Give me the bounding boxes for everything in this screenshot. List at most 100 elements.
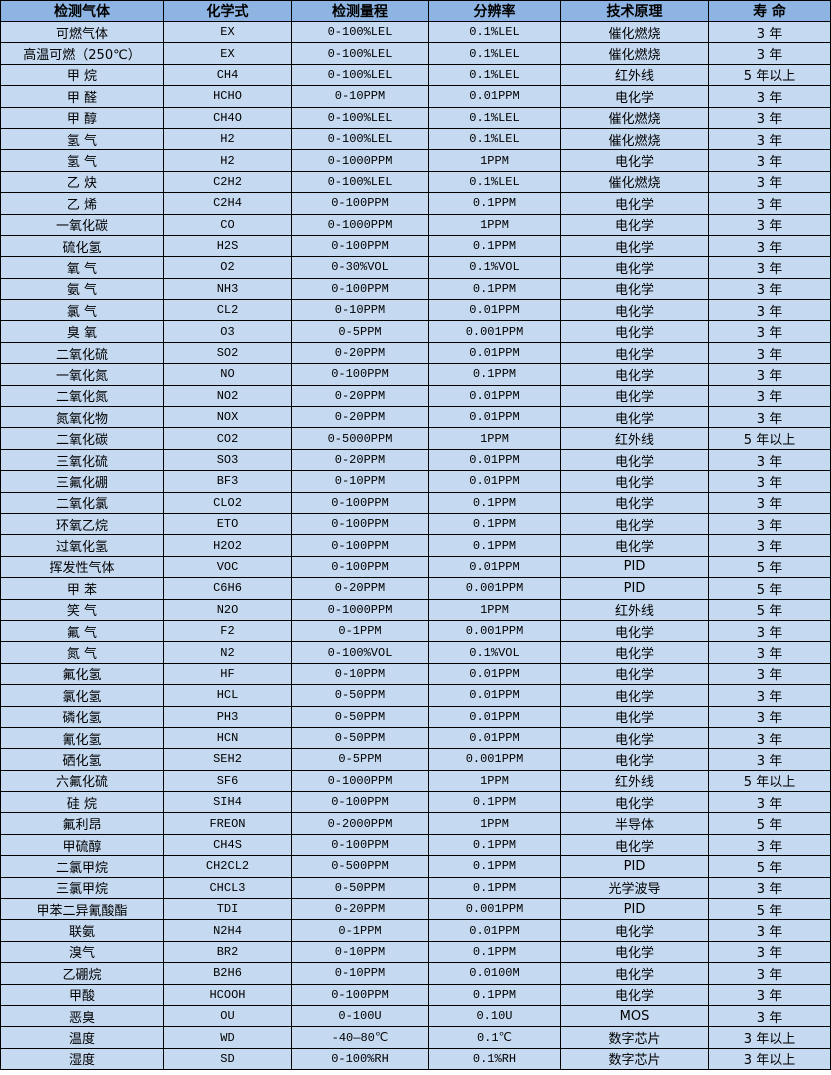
formula-cell: SD — [163, 1047, 292, 1071]
principle-cell: 电化学 — [560, 512, 709, 536]
principle-cell: 电化学 — [560, 726, 709, 750]
lifespan-cell: 5 年以上 — [708, 769, 831, 793]
principle-cell: PID — [560, 555, 709, 579]
principle-cell: 电化学 — [560, 940, 709, 964]
gas-cell: 甲苯二异氰酸酯 — [0, 898, 164, 921]
range-cell: 0-100PPM — [291, 534, 429, 557]
range-cell: 0-50PPM — [291, 726, 429, 750]
lifespan-cell: 5 年 — [708, 577, 831, 600]
range-cell: 0-10PPM — [291, 85, 429, 108]
lifespan-cell: 3 年 — [708, 726, 831, 750]
lifespan-cell: 3 年 — [708, 919, 831, 942]
resolution-cell: 0.001PPM — [428, 577, 561, 600]
formula-cell: NOX — [163, 406, 292, 429]
principle-cell: 电化学 — [560, 320, 709, 343]
range-cell: 0-1000PPM — [291, 598, 429, 621]
table-row: 甲 醛 HCHO 0-10PPM 0.01PPM 电化学 3 年 — [0, 85, 831, 108]
principle-cell: PID — [560, 898, 709, 921]
resolution-cell: 0.001PPM — [428, 619, 561, 643]
resolution-cell: 0.1%LEL — [428, 170, 561, 194]
range-cell: 0-1PPM — [291, 919, 429, 942]
formula-cell: HCOOH — [163, 983, 292, 1006]
formula-cell: N2 — [163, 641, 292, 664]
principle-cell: 电化学 — [560, 213, 709, 236]
lifespan-cell: 3 年 — [708, 641, 831, 664]
principle-cell: 电化学 — [560, 619, 709, 643]
table-row: 一氧化碳 CO 0-1000PPM 1PPM 电化学 3 年 — [0, 213, 831, 236]
formula-cell: CO2 — [163, 427, 292, 450]
lifespan-cell: 3 年 — [708, 341, 831, 365]
lifespan-cell: 5 年 — [708, 555, 831, 579]
resolution-cell: 0.01PPM — [428, 705, 561, 728]
formula-cell: EX — [163, 20, 292, 44]
lifespan-cell: 3 年 — [708, 234, 831, 258]
gas-cell: 氮氧化物 — [0, 406, 164, 429]
gas-cell: 甲 醇 — [0, 106, 164, 129]
principle-cell: 电化学 — [560, 641, 709, 664]
gas-cell: 氰化氢 — [0, 726, 164, 750]
formula-cell: CH4O — [163, 106, 292, 129]
range-cell: 0-5000PPM — [291, 427, 429, 450]
range-cell: 0-100%RH — [291, 1047, 429, 1071]
resolution-cell: 0.1PPM — [428, 234, 561, 258]
gas-cell: 一氧化碳 — [0, 213, 164, 236]
range-cell: 0-10PPM — [291, 299, 429, 322]
formula-cell: BF3 — [163, 470, 292, 493]
formula-cell: HCHO — [163, 85, 292, 108]
lifespan-cell: 3 年 — [708, 277, 831, 301]
range-cell: 0-100PPM — [291, 363, 429, 386]
gas-cell: 恶臭 — [0, 1004, 164, 1028]
table-row: 六氟化硫 SF6 0-1000PPM 1PPM 红外线 5 年以上 — [0, 769, 831, 793]
resolution-cell: 0.01PPM — [428, 662, 561, 686]
gas-cell: 硅 烷 — [0, 791, 164, 814]
principle-cell: 电化学 — [560, 384, 709, 408]
table-row: 挥发性气体 VOC 0-100PPM 0.01PPM PID 5 年 — [0, 555, 831, 579]
formula-cell: ETO — [163, 512, 292, 536]
range-cell: 0-10PPM — [291, 962, 429, 985]
lifespan-cell: 3 年 — [708, 448, 831, 472]
gas-cell: 甲酸 — [0, 983, 164, 1006]
gas-cell: 二氧化硫 — [0, 341, 164, 365]
principle-cell: 电化学 — [560, 363, 709, 386]
principle-cell: 电化学 — [560, 192, 709, 215]
principle-cell: 红外线 — [560, 63, 709, 87]
formula-cell: H2S — [163, 234, 292, 258]
gas-cell: 乙 烯 — [0, 192, 164, 215]
formula-cell: BR2 — [163, 940, 292, 964]
gas-cell: 氯 气 — [0, 299, 164, 322]
formula-cell: FREON — [163, 812, 292, 835]
lifespan-cell: 5 年 — [708, 898, 831, 921]
table-row: 二氧化氯 CLO2 0-100PPM 0.1PPM 电化学 3 年 — [0, 491, 831, 514]
table-row: 甲苯二异氰酸酯 TDI 0-20PPM 0.001PPM PID 5 年 — [0, 898, 831, 921]
range-cell: 0-20PPM — [291, 384, 429, 408]
principle-cell: 催化燃烧 — [560, 42, 709, 65]
table-row: 磷化氢 PH3 0-50PPM 0.01PPM 电化学 3 年 — [0, 705, 831, 728]
principle-cell: 催化燃烧 — [560, 127, 709, 151]
resolution-cell: 1PPM — [428, 769, 561, 793]
range-cell: 0-20PPM — [291, 898, 429, 921]
formula-cell: F2 — [163, 619, 292, 643]
gas-cell: 二氧化氮 — [0, 384, 164, 408]
gas-cell: 六氟化硫 — [0, 769, 164, 793]
table-row: 二氧化碳 CO2 0-5000PPM 1PPM 红外线 5 年以上 — [0, 427, 831, 450]
table-row: 氰化氢 HCN 0-50PPM 0.01PPM 电化学 3 年 — [0, 726, 831, 750]
principle-cell: 电化学 — [560, 470, 709, 493]
principle-cell: 电化学 — [560, 534, 709, 557]
range-cell: 0-100%LEL — [291, 63, 429, 87]
range-cell: 0-100PPM — [291, 833, 429, 857]
resolution-cell: 0.01PPM — [428, 684, 561, 707]
lifespan-cell: 3 年 — [708, 491, 831, 514]
lifespan-cell: 3 年 — [708, 534, 831, 557]
formula-cell: C6H6 — [163, 577, 292, 600]
principle-cell: 数字芯片 — [560, 1026, 709, 1049]
table-row: 氨 气 NH3 0-100PPM 0.1PPM 电化学 3 年 — [0, 277, 831, 301]
formula-cell: B2H6 — [163, 962, 292, 985]
principle-cell: 电化学 — [560, 662, 709, 686]
gas-cell: 高温可燃（250℃） — [0, 42, 164, 65]
header-resolution: 分辨率 — [428, 0, 561, 22]
lifespan-cell: 3 年 — [708, 20, 831, 44]
principle-cell: 催化燃烧 — [560, 20, 709, 44]
range-cell: 0-20PPM — [291, 448, 429, 472]
formula-cell: SF6 — [163, 769, 292, 793]
formula-cell: NH3 — [163, 277, 292, 301]
